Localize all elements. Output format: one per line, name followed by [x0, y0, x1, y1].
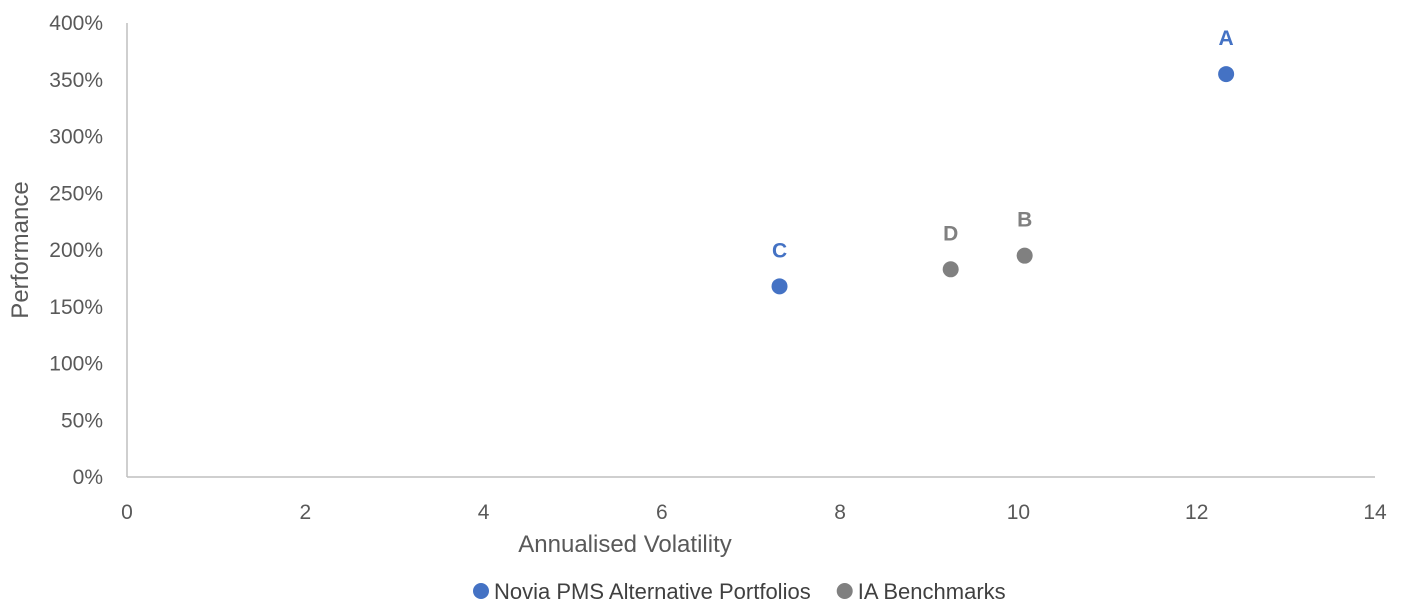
y-tick-label: 100% [49, 353, 103, 376]
legend-label-2: IA Benchmarks [858, 579, 1006, 602]
legend: Novia PMS Alternative Portfolios IA Bench… [473, 579, 1006, 602]
x-axis-ticks: 0 2 4 6 8 10 12 14 [121, 501, 1387, 524]
x-tick-label: 14 [1363, 501, 1387, 524]
y-tick-label: 400% [49, 12, 103, 35]
data-point-b [1016, 247, 1033, 264]
x-tick-label: 10 [1007, 501, 1030, 524]
data-label-b: B [1017, 209, 1032, 232]
x-tick-label: 6 [656, 501, 668, 524]
data-label-d: D [943, 222, 958, 245]
legend-marker-2 [836, 583, 853, 599]
y-tick-label: 0% [73, 466, 103, 489]
y-tick-label: 150% [49, 296, 103, 319]
data-point-d [942, 261, 959, 278]
legend-marker-1 [473, 583, 489, 599]
legend-label-1: Novia PMS Alternative Portfolios [494, 579, 811, 602]
y-tick-label: 200% [49, 239, 103, 262]
x-axis-title: Annualised Volatility [518, 531, 731, 558]
y-tick-label: 300% [49, 126, 103, 149]
data-point-c [771, 278, 788, 295]
y-tick-label: 50% [61, 409, 103, 432]
x-tick-label: 4 [478, 501, 490, 524]
x-tick-label: 8 [834, 501, 846, 524]
data-label-a: A [1219, 27, 1234, 50]
data-point-a [1218, 66, 1235, 83]
x-tick-label: 12 [1185, 501, 1208, 524]
y-axis-title: Performance [7, 181, 34, 318]
x-tick-label: 0 [121, 501, 133, 524]
data-label-c: C [772, 239, 787, 262]
data-points: A C B D [771, 27, 1235, 295]
x-tick-label: 2 [299, 501, 311, 524]
y-tick-label: 250% [49, 182, 103, 205]
y-axis-ticks: 0% 50% 100% 150% 200% 250% 300% 350% 400% [49, 12, 103, 489]
y-tick-label: 350% [49, 69, 103, 92]
